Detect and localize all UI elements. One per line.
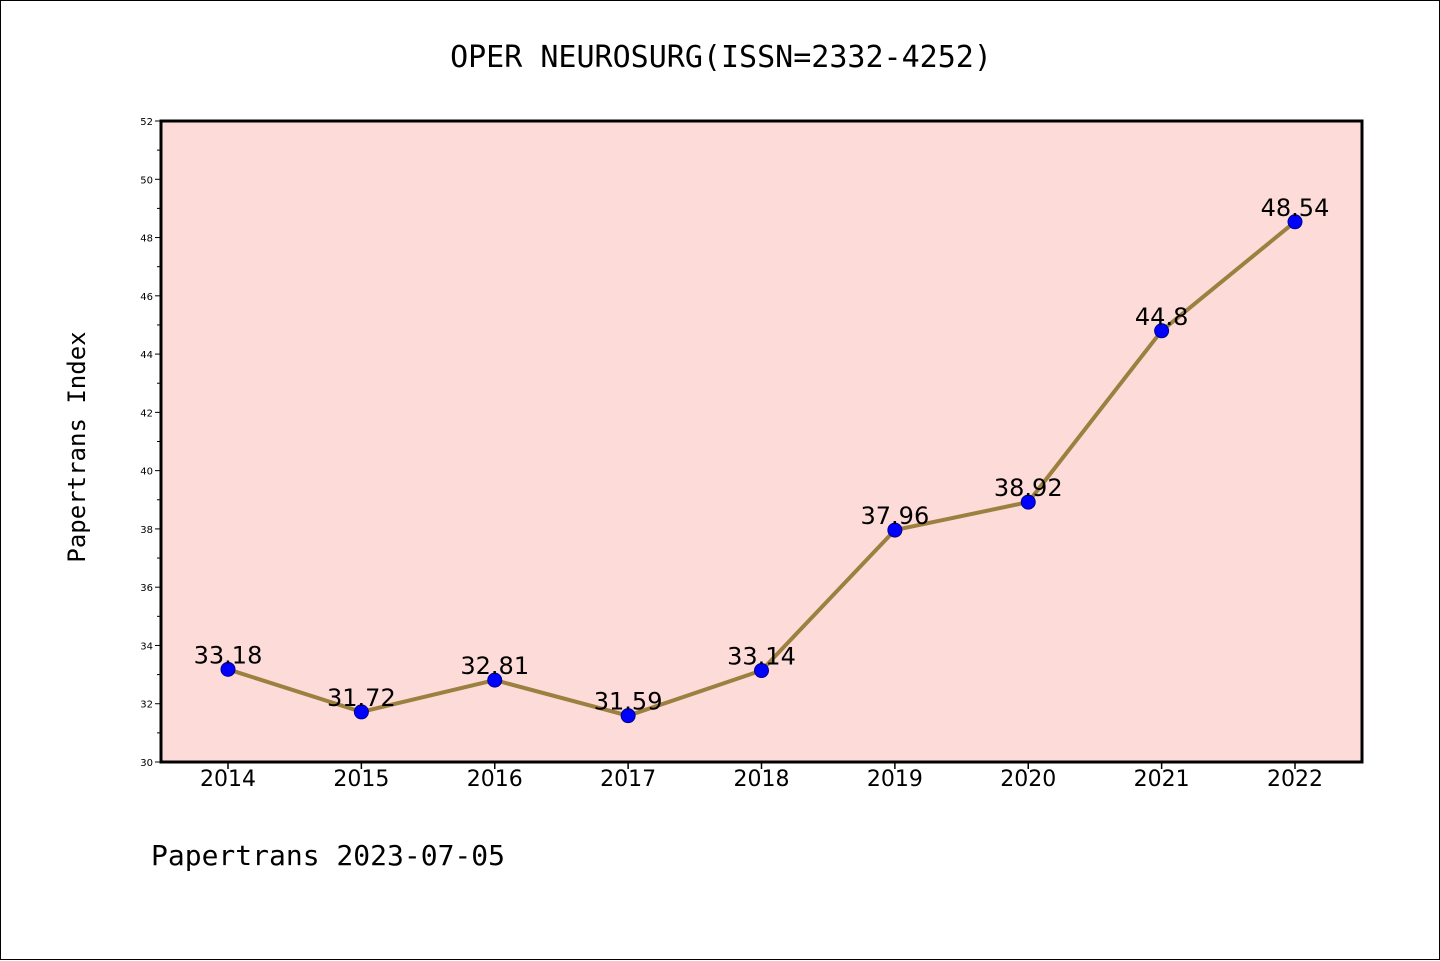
x-tick-label: 2022 [1267,767,1323,792]
data-point [220,661,236,677]
y-tick-label: 32 [140,700,153,711]
data-point [1287,214,1303,230]
x-tick-label: 2018 [734,767,790,792]
y-tick-label: 38 [140,525,153,536]
y-tick-label: 52 [140,117,153,128]
data-label: 38.92 [994,474,1063,502]
x-tick-label: 2016 [467,767,523,792]
y-tick-label: 48 [140,234,153,245]
data-label: 37.96 [861,502,930,530]
y-axis-label: Papertrans Index [63,331,91,562]
marker-group [220,214,1303,724]
x-axis: 2014 2015 2016 2017 2018 2019 2020 2021 2022 [200,762,1323,792]
data-label: 31.59 [594,688,663,716]
data-label: 32.81 [460,652,529,680]
x-tick-label: 2015 [333,767,389,792]
y-axis: 30 32 34 36 38 40 42 44 46 48 50 52 [140,117,161,769]
y-tick-label: 30 [140,758,153,769]
data-point [353,704,369,720]
plot-area [159,119,1364,764]
x-tick-label: 2014 [200,767,256,792]
chart-title: OPER NEUROSURG(ISSN=2332-4252) [450,40,992,75]
y-tick-label: 36 [140,583,153,594]
data-point [754,663,769,679]
data-point [1020,494,1036,510]
y-tick-label: 42 [140,408,153,419]
data-point [1154,323,1170,339]
data-label: 44.8 [1135,303,1188,331]
data-label: 31.72 [327,684,396,712]
y-tick-label: 44 [140,350,153,361]
x-tick-label: 2020 [1000,767,1056,792]
data-point [487,672,503,688]
x-tick-label: 2017 [600,767,656,792]
y-tick-label: 50 [140,175,153,186]
y-tick-label: 40 [140,467,153,478]
data-point [887,522,903,538]
y-tick-label: 34 [140,641,153,652]
data-label-group: 33.18 31.72 32.81 31.59 33.14 37.96 38.92 44.8 4… [194,194,1330,716]
x-tick-label: 2021 [1134,767,1190,792]
data-label: 48.54 [1261,194,1330,222]
data-point [620,708,636,724]
y-tick-label: 46 [140,292,153,303]
data-label: 33.14 [727,643,796,671]
footer-text: Papertrans 2023-07-05 [151,839,505,872]
data-label: 33.18 [194,641,263,669]
x-tick-label: 2019 [867,767,923,792]
